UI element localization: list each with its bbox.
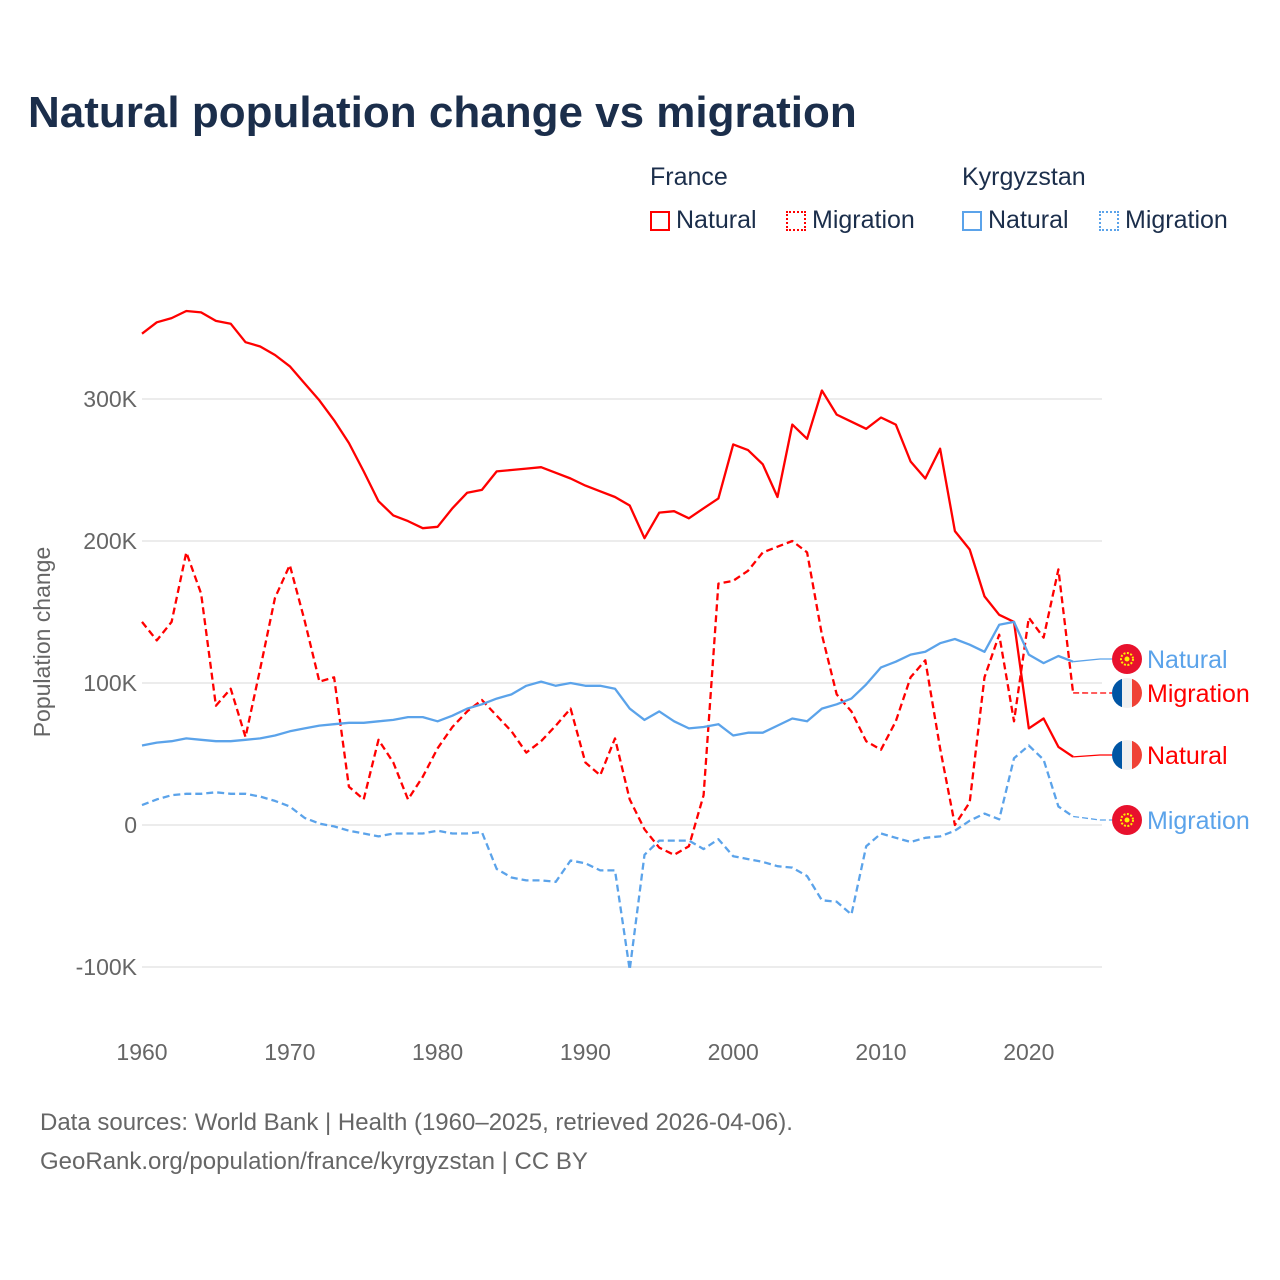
flag-white <box>1122 740 1132 770</box>
france-flag-icon <box>1112 678 1142 708</box>
label-connector <box>1073 754 1112 758</box>
y-tick-label: 100K <box>83 670 137 696</box>
series-end-label: Natural <box>1147 646 1228 674</box>
y-tick-label: -100K <box>76 954 138 980</box>
series-end-label: Migration <box>1147 807 1250 835</box>
legend-france-migration[interactable]: Migration <box>786 206 915 235</box>
legend-label: Migration <box>812 206 915 234</box>
flag-sun <box>1120 813 1134 827</box>
kyrgyzstan-flag-icon <box>1112 644 1142 674</box>
legend-group-france: France <box>650 163 728 191</box>
y-tick-label: 0 <box>124 812 137 838</box>
x-tick-label: 1960 <box>116 1039 167 1065</box>
legend-swatch-solid <box>650 210 670 231</box>
france-flag-icon <box>1112 740 1142 770</box>
legend-kyrgyzstan-migration[interactable]: Migration <box>1099 206 1228 235</box>
label-connector <box>1073 658 1112 663</box>
legend-kyrgyzstan-natural[interactable]: Natural <box>962 206 1069 235</box>
legend-france-natural[interactable]: Natural <box>650 206 757 235</box>
footer-url[interactable]: GeoRank.org/population/france/kyrgyzstan… <box>40 1148 588 1175</box>
legend-label: Natural <box>988 206 1069 234</box>
flag-red <box>1132 678 1142 708</box>
series-end-label: Migration <box>1147 680 1250 708</box>
x-tick-label: 1970 <box>264 1039 315 1065</box>
footer-sources: Data sources: World Bank | Health (1960–… <box>40 1109 793 1136</box>
flag-red <box>1132 740 1142 770</box>
flag-sun <box>1120 652 1134 666</box>
series-line-france-natural <box>141 309 1074 758</box>
x-tick-label: 1980 <box>412 1039 463 1065</box>
legend-group-kyrgyzstan: Kyrgyzstan <box>962 163 1086 191</box>
flag-sun-center <box>1124 817 1130 823</box>
series-end-label: Natural <box>1147 742 1228 770</box>
series-line-kyrgyzstan-migration <box>141 744 1074 971</box>
x-tick-label: 2000 <box>708 1039 759 1065</box>
legend-label: Natural <box>676 206 757 234</box>
x-tick-label: 2010 <box>855 1039 906 1065</box>
series-line-kyrgyzstan-natural <box>141 620 1074 747</box>
flag-sun-center <box>1124 656 1130 662</box>
legend-swatch-dotted <box>1099 210 1119 231</box>
flag-white <box>1122 678 1132 708</box>
series-line-france-migration <box>141 539 1075 856</box>
chart-title: Natural population change vs migration <box>28 88 857 137</box>
label-connector <box>1073 815 1112 821</box>
y-tick-label: 300K <box>83 386 137 412</box>
legend-label: Migration <box>1125 206 1228 234</box>
y-axis-label: Population change <box>29 547 55 738</box>
kyrgyzstan-flag-icon <box>1112 805 1142 835</box>
flag-blue <box>1112 740 1122 770</box>
legend-swatch-dotted <box>786 210 806 231</box>
legend-swatch-solid <box>962 210 982 231</box>
y-tick-label: 200K <box>83 528 137 554</box>
x-tick-label: 1990 <box>560 1039 611 1065</box>
x-tick-label: 2020 <box>1003 1039 1054 1065</box>
flag-blue <box>1112 678 1122 708</box>
